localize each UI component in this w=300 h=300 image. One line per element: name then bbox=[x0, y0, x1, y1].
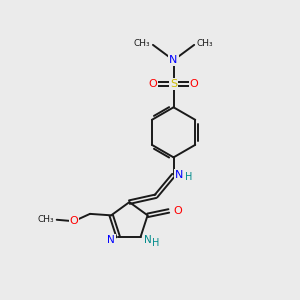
Text: N: N bbox=[175, 170, 184, 180]
Text: H: H bbox=[152, 238, 160, 248]
Text: CH₃: CH₃ bbox=[196, 39, 213, 48]
Text: N: N bbox=[169, 55, 178, 65]
Text: CH₃: CH₃ bbox=[38, 215, 54, 224]
Text: S: S bbox=[170, 79, 177, 89]
Text: N: N bbox=[144, 235, 152, 245]
Text: O: O bbox=[69, 216, 78, 226]
Text: CH₃: CH₃ bbox=[134, 39, 151, 48]
Text: N: N bbox=[107, 235, 115, 245]
Text: H: H bbox=[185, 172, 192, 182]
Text: O: O bbox=[173, 206, 182, 216]
Text: O: O bbox=[148, 79, 157, 89]
Text: O: O bbox=[190, 79, 199, 89]
